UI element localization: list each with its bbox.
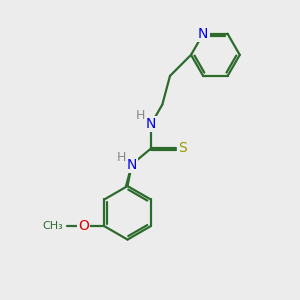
Text: H: H <box>117 152 126 164</box>
Text: N: N <box>198 27 208 41</box>
Text: N: N <box>146 117 156 131</box>
Text: N: N <box>127 158 137 172</box>
Text: O: O <box>78 219 89 233</box>
Text: H: H <box>136 109 146 122</box>
Text: CH₃: CH₃ <box>42 221 63 231</box>
Text: S: S <box>178 141 187 155</box>
